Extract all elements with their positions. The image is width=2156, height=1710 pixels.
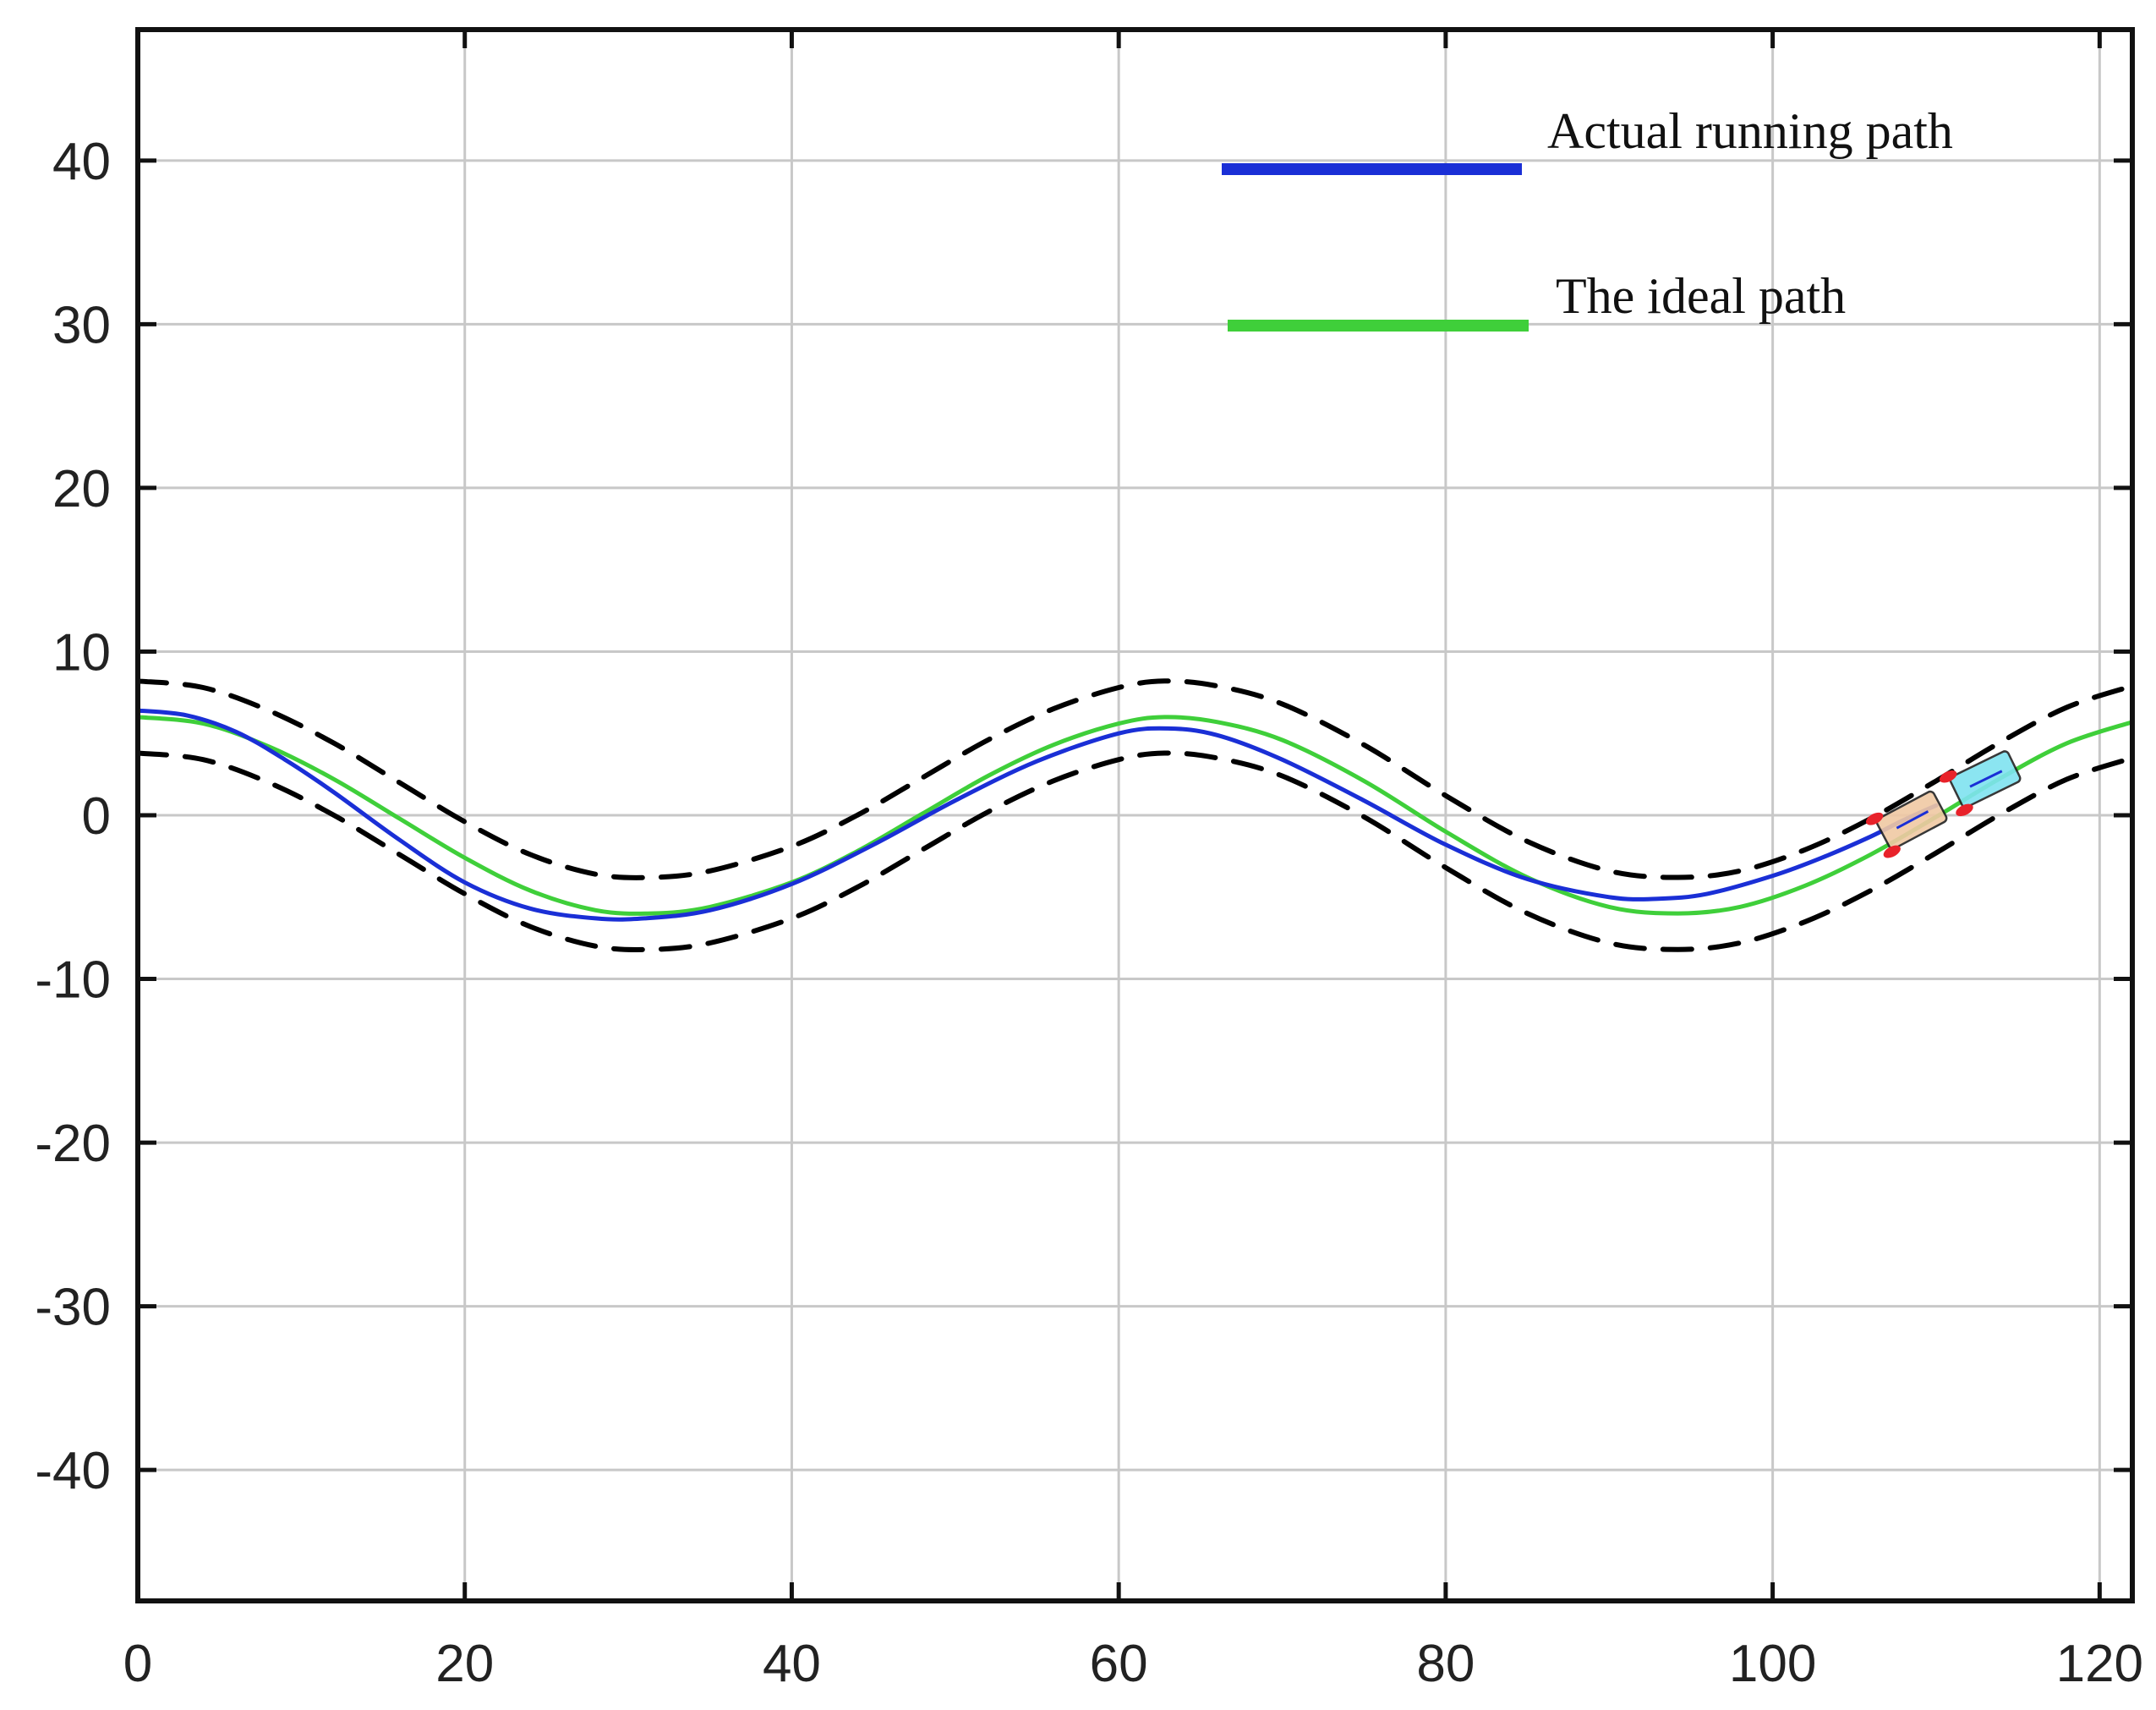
rear-vehicle: [1866, 790, 1948, 858]
x-tick-label: 60: [1090, 1635, 1148, 1693]
y-tick-label: 0: [82, 787, 111, 846]
x-tick-labels: 0 20 40 60 80 100 120: [123, 1635, 2143, 1693]
vehicle-axis: [1969, 770, 2003, 788]
series-line-actual: [135, 708, 1939, 922]
x-tick-label: 20: [435, 1635, 494, 1693]
series-line-ideal: [135, 715, 2135, 916]
x-tick-label: 80: [1416, 1635, 1475, 1693]
vehicle-wheel: [1883, 845, 1901, 858]
grid: [136, 30, 2132, 1601]
vehicle-wheel: [1866, 812, 1884, 825]
front-vehicle: [1939, 750, 2022, 817]
legend-label-ideal: The ideal path: [1556, 268, 1846, 324]
vehicle-wheel: [1939, 770, 1957, 783]
legend-label-actual: Actual running path: [1547, 103, 1953, 159]
y-tick-label: 30: [52, 296, 111, 354]
y-tick-label: 40: [52, 133, 111, 191]
y-tick-label: -30: [35, 1279, 111, 1337]
y-tick-label: -10: [35, 951, 111, 1010]
tick-marks: [135, 30, 2132, 1601]
y-tick-labels: -40 -30 -20 -10 0 10 20 30 40: [35, 133, 111, 1500]
vehicle-axis: [1896, 810, 1929, 830]
y-tick-label: 10: [52, 623, 111, 682]
vehicle-layer: [1866, 750, 2022, 858]
vehicle-wheel: [1956, 803, 1973, 817]
x-tick-label: 120: [2056, 1635, 2143, 1693]
series-layer: [135, 678, 2135, 952]
boundary-line-upper: [135, 678, 2135, 880]
legend: Actual running path The ideal path: [1222, 103, 1953, 332]
boundary-line-lower: [135, 750, 2135, 952]
x-tick-label: 0: [123, 1635, 152, 1693]
y-tick-label: 20: [52, 460, 111, 518]
y-tick-label: -20: [35, 1115, 111, 1173]
y-tick-label: -40: [35, 1442, 111, 1500]
x-tick-label: 100: [1729, 1635, 1816, 1693]
x-tick-label: 40: [763, 1635, 821, 1693]
